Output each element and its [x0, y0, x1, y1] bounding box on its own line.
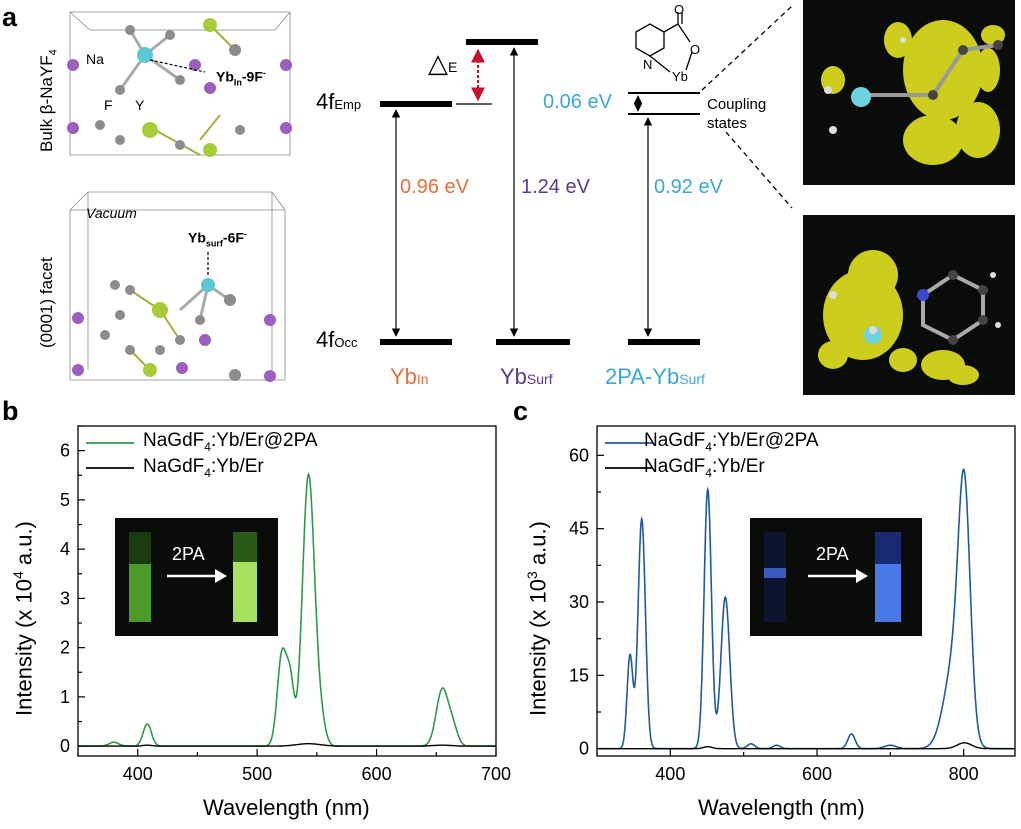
na-label: Na — [86, 51, 104, 67]
gap-yb-surf-label: 1.24 eV — [521, 176, 590, 198]
x-tick-label: 500 — [242, 764, 272, 784]
panel-c-legend-item-0: NaGdF4:Yb/Er@2PA — [644, 430, 819, 454]
yb-atom — [137, 47, 153, 63]
delta-e-label: △E — [428, 48, 458, 78]
y-tick-label: 1 — [60, 687, 70, 707]
panel-b-letter: b — [2, 396, 19, 426]
panel-b-ylabel: Intensity (x 104 a.u.) — [10, 521, 37, 716]
facet-crystal-structure — [69, 191, 286, 382]
x-tick-label: 700 — [481, 764, 511, 784]
panel-c-ylabel: Intensity (x 103 a.u.) — [524, 521, 551, 716]
plot-frame — [596, 425, 1016, 757]
col-2pa-yb-surf-label: 2PA-YbSurf — [605, 364, 705, 389]
zoom-lines — [701, 5, 793, 209]
series-line-1 — [78, 743, 496, 747]
y-tick-label: 60 — [569, 445, 589, 465]
x-tick-label: 600 — [802, 764, 832, 784]
y-tick-label: 2 — [60, 638, 70, 658]
vacuum-label: Vacuum — [86, 205, 137, 221]
panel-b-xlabel: Wavelength (nm) — [203, 795, 370, 820]
x-tick-label: 400 — [655, 764, 685, 784]
x-tick-label: 400 — [123, 764, 153, 784]
coupling-states-label: Coupling states — [707, 96, 767, 132]
bulk-crystal-structure — [67, 11, 292, 157]
y-label: Y — [135, 97, 145, 113]
orbital-render-top — [803, 0, 1015, 185]
gap-small-label: 0.06 eV — [543, 91, 612, 113]
mol-yb: Yb — [672, 69, 688, 84]
x-tick-label: 600 — [362, 764, 392, 784]
panel-b-legend-item-0: NaGdF4:Yb/Er@2PA — [143, 430, 318, 454]
col-yb-in-label: YbIn — [390, 364, 429, 389]
y-tick-label: 6 — [60, 441, 70, 461]
bulk-label: Bulk β-NaYF4 — [37, 49, 60, 152]
y-tick-label: 15 — [569, 665, 589, 685]
panel-c-legend-item-1: NaGdF4:Yb/Er — [644, 456, 765, 480]
col-yb-surf-label: YbSurf — [500, 364, 553, 389]
energy-level-diagram — [380, 39, 700, 345]
level-emp-label: 4fEmp — [316, 89, 362, 114]
level-occ-label: 4fOcc — [316, 327, 358, 352]
yb-surf-6f-label: Ybsurf-6F- — [188, 229, 247, 249]
panel-b-inset-label: 2PA — [172, 544, 205, 564]
panel-c-inset-label: 2PA — [816, 544, 849, 564]
panel-b-legend-item-1: NaGdF4:Yb/Er — [143, 456, 264, 480]
plot-frame — [77, 425, 497, 757]
panel-c-plot: 400 600 800 0 15 30 45 60 — [569, 425, 1016, 784]
y-tick-label: 45 — [569, 519, 589, 539]
facet-label: (0001) facet — [37, 257, 56, 348]
f-label: F — [104, 97, 113, 113]
x-tick-label: 800 — [949, 764, 979, 784]
panel-a-letter: a — [2, 2, 18, 32]
panel-c-photo-inset: 2PA — [750, 518, 922, 636]
y-tick-label: 5 — [60, 490, 70, 510]
panel-c-letter: c — [513, 396, 529, 426]
series-line-0 — [78, 472, 496, 747]
y-tick-label: 4 — [60, 539, 70, 559]
gap-2pa-label: 0.92 eV — [654, 176, 723, 198]
mol-o-top: O — [674, 2, 685, 17]
panel-c-xlabel: Wavelength (nm) — [698, 795, 865, 820]
y-tick-label: 30 — [569, 592, 589, 612]
gap-yb-in-label: 0.96 eV — [400, 176, 469, 198]
panel-b-photo-inset: 2PA — [115, 518, 278, 636]
y-tick-label: 0 — [579, 739, 589, 759]
orbital-render-bottom — [803, 215, 1015, 395]
2pa-yb-molecule — [635, 12, 693, 73]
yb-in-9f-label: YbIn-9F- — [216, 68, 266, 88]
panel-b-plot: 400 500 600 700 0 1 2 3 4 5 6 — [60, 425, 511, 784]
mol-o-ring: O — [690, 42, 701, 57]
y-tick-label: 3 — [60, 588, 70, 608]
series-line-1 — [597, 742, 1015, 750]
mol-n: N — [643, 57, 653, 72]
y-tick-label: 0 — [60, 736, 70, 756]
